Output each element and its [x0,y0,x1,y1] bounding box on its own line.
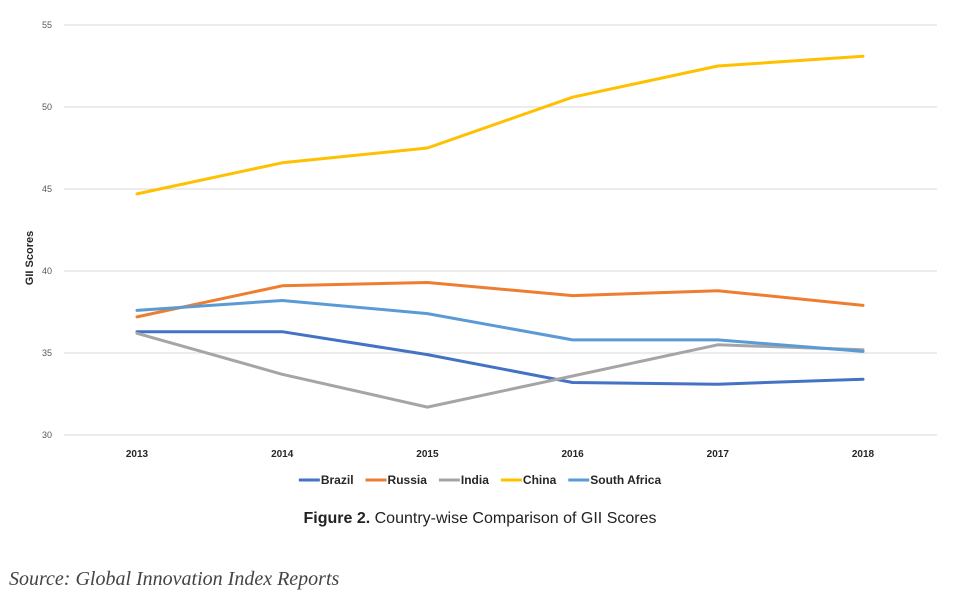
legend-label: South Africa [590,473,661,487]
legend-label: India [461,473,489,487]
legend: Brazil Russia India China South Africa [299,473,662,487]
figure-caption-text: Country-wise Comparison of GII Scores [370,510,656,527]
y-tick-label: 50 [42,102,52,112]
y-tick-label: 55 [42,20,52,30]
x-tick-label: 2014 [271,449,294,460]
x-tick-label: 2018 [852,449,875,460]
gii-line-chart: 30 35 40 45 50 55 2013 2014 2015 2016 2017 2018 GI… [0,0,960,505]
figure-caption: Figure 2. Country-wise Comparison of GII… [0,510,960,528]
y-tick-label: 45 [42,184,52,194]
y-tick-label: 30 [42,430,52,440]
y-tick-label: 40 [42,266,52,276]
series-line-russia [137,283,863,317]
x-axis-ticks: 2013 2014 2015 2016 2017 2018 [126,449,875,460]
y-axis-ticks: 30 35 40 45 50 55 [42,20,52,440]
legend-label: Brazil [321,473,354,487]
y-axis-label: GII Scores [24,231,36,285]
y-tick-label: 35 [42,348,52,358]
figure-caption-label: Figure 2. [303,510,370,527]
legend-label: China [523,473,557,487]
series-line-south-africa [137,301,863,352]
series-line-brazil [137,332,863,385]
x-tick-label: 2015 [416,449,439,460]
x-tick-label: 2013 [126,449,149,460]
series-line-china [137,56,863,194]
series-line-india [137,333,863,407]
series-lines [137,56,863,407]
grid-lines [64,25,937,435]
x-tick-label: 2017 [707,449,730,460]
x-tick-label: 2016 [561,449,584,460]
source-note: Source: Global Innovation Index Reports [9,568,339,591]
legend-label: Russia [388,473,428,487]
